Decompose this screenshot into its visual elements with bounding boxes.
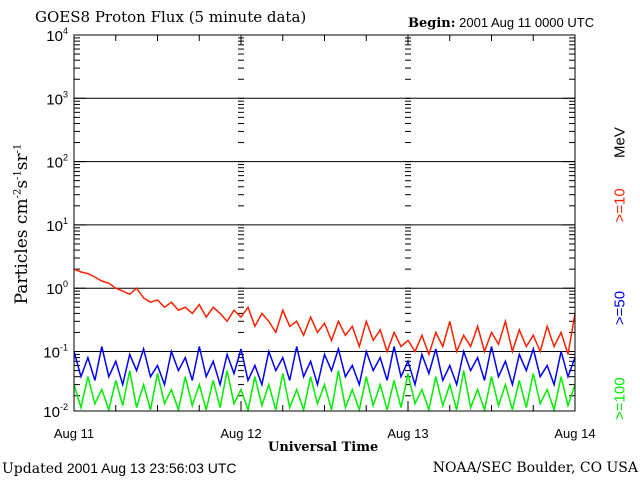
chart-title: GOES8 Proton Flux (5 minute data) (35, 8, 307, 26)
y-tick-label: 104 (46, 26, 68, 45)
series-line-10 (73, 268, 576, 357)
y-axis-label: Particles cm-2s-1sr-1 (12, 144, 32, 305)
x-tick-label: Aug 14 (554, 426, 595, 441)
y-tick-label: 10-2 (43, 402, 68, 421)
credit: NOAA/SEC Boulder, CO USA (432, 460, 638, 476)
y-tick-label: 103 (46, 89, 68, 108)
grid (74, 97, 575, 352)
legend-item-50: >=50 (611, 290, 629, 326)
y-tick-label: 101 (46, 216, 68, 235)
begin-label: Begin: (408, 16, 456, 31)
plot-frame (73, 34, 576, 412)
x-tick-label: Aug 12 (220, 426, 261, 441)
begin-info: Begin: 2001 Aug 11 0000 UTC (408, 15, 594, 31)
x-tick-label: Aug 11 (54, 426, 94, 441)
series-line-100 (73, 370, 576, 413)
series-line-50 (73, 346, 576, 388)
y-tick-labels: 104 103 102 101 100 10-1 10-2 (43, 26, 68, 421)
legend-item-10: >=10 (611, 188, 629, 223)
updated-info: Updated 2001 Aug 13 23:56:03 UTC (2, 460, 237, 477)
updated-value: 2001 Aug 13 23:56:03 UTC (66, 460, 237, 476)
x-tick-label: Aug 13 (387, 426, 428, 441)
legend-unit: MeV (611, 127, 629, 158)
x-axis-label: Universal Time (268, 440, 379, 455)
y-tick-label: 102 (46, 153, 68, 172)
y-axis-label-text: Particles cm-2s-1sr-1 (12, 143, 32, 305)
series-lines (73, 268, 576, 413)
legend-item-100: >=100 (611, 377, 629, 420)
y-tick-label: 100 (46, 279, 68, 298)
updated-label: Updated (2, 461, 63, 477)
x-tick-labels: Aug 11 Aug 12 Aug 13 Aug 14 (54, 426, 596, 441)
y-tick-label: 10-1 (43, 343, 68, 362)
legend: >=100 >=50 >=10 MeV (612, 120, 629, 420)
begin-value: 2001 Aug 11 0000 UTC (459, 15, 595, 30)
